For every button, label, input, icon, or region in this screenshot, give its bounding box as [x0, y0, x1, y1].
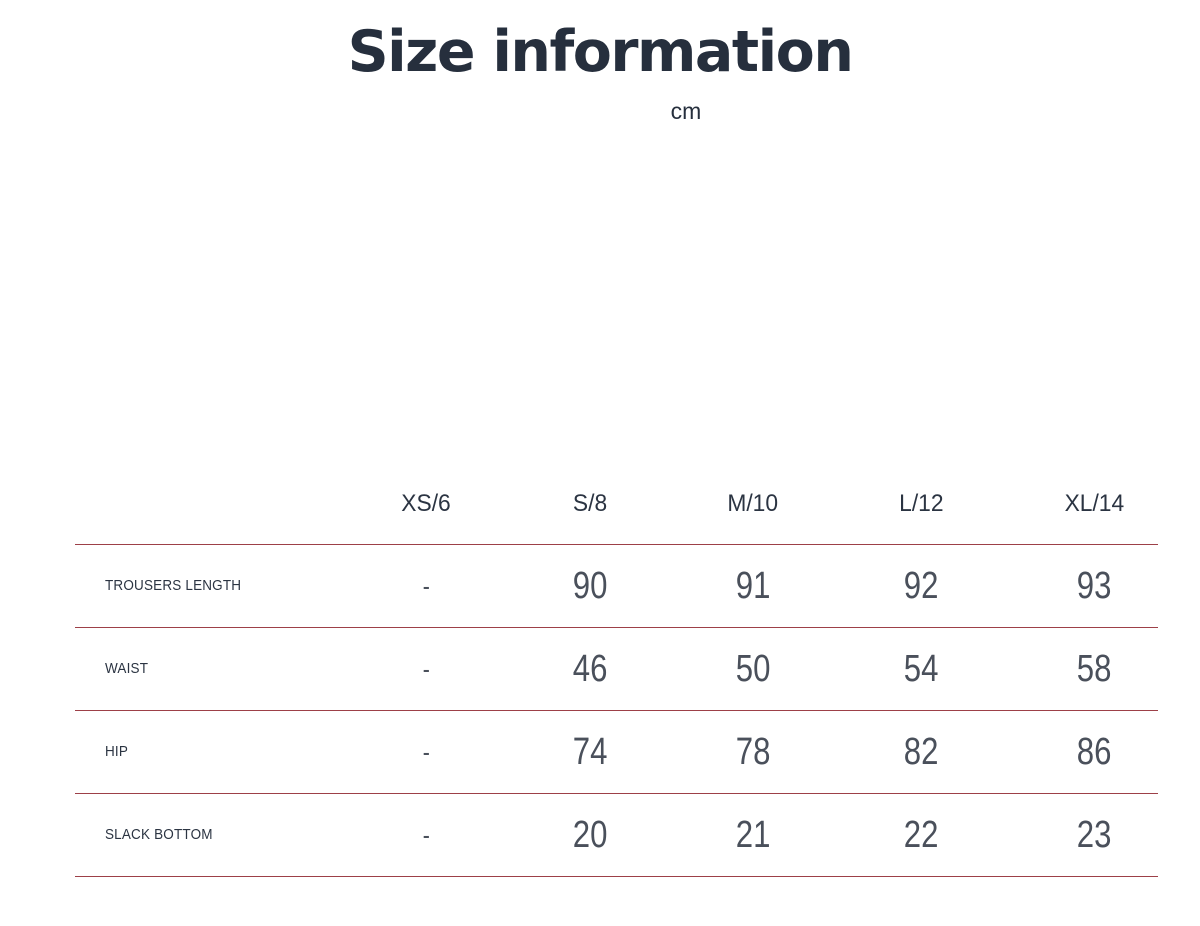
header-size-l: L/12: [835, 405, 1007, 545]
size-cell: -: [343, 627, 509, 711]
size-value: -: [422, 820, 430, 850]
column-label: L/12: [898, 490, 944, 517]
size-cell: -: [343, 544, 509, 628]
header-size-s: S/8: [509, 405, 671, 545]
size-cell: 23: [1007, 793, 1158, 877]
table-row-trousers-length: TROUSERS LENGTH - 90 91 92 93: [75, 544, 1158, 628]
page-title: Size information: [347, 19, 854, 85]
size-value: 82: [903, 731, 939, 773]
header-empty-cell: [75, 405, 343, 545]
size-cell: 21: [671, 793, 835, 877]
row-label-cell: WAIST: [75, 627, 343, 711]
size-cell: 54: [835, 627, 1007, 711]
header-size-xl: XL/14: [1007, 405, 1158, 545]
row-label: TROUSERS LENGTH: [105, 577, 242, 594]
header-size-xs: XS/6: [343, 405, 509, 545]
size-cell: 78: [671, 710, 835, 794]
size-value: 58: [1076, 648, 1112, 690]
table-row-waist: WAIST - 46 50 54 58: [75, 627, 1158, 711]
size-value: 20: [572, 814, 608, 856]
size-cell: 20: [509, 793, 671, 877]
size-cell: 93: [1007, 544, 1158, 628]
size-value: 86: [1076, 731, 1112, 773]
size-value: -: [422, 737, 430, 767]
size-cell: 90: [509, 544, 671, 628]
size-table-header-row: XS/6 S/8 M/10 L/12 XL/14: [75, 405, 1158, 545]
size-value: 90: [572, 565, 608, 607]
size-value: 21: [735, 814, 771, 856]
size-value: 78: [735, 731, 771, 773]
table-row-slack-bottom: SLACK BOTTOM - 20 21 22 23: [75, 793, 1158, 877]
size-table: XS/6 S/8 M/10 L/12 XL/14 TROUSERS LENGTH…: [75, 405, 1158, 877]
column-label: M/10: [727, 490, 779, 517]
row-label: WAIST: [105, 660, 149, 677]
size-cell: 74: [509, 710, 671, 794]
size-cell: 92: [835, 544, 1007, 628]
column-label: S/8: [572, 490, 608, 517]
size-value: 50: [735, 648, 771, 690]
size-value: 74: [572, 731, 608, 773]
column-label: XL/14: [1064, 490, 1124, 517]
size-value: 54: [903, 648, 939, 690]
size-cell: 46: [509, 627, 671, 711]
row-label-cell: TROUSERS LENGTH: [75, 544, 343, 628]
size-value: 46: [572, 648, 608, 690]
size-value: 91: [735, 565, 771, 607]
row-label: HIP: [105, 743, 129, 760]
row-label: SLACK BOTTOM: [105, 826, 213, 843]
size-cell: -: [343, 710, 509, 794]
size-value: 22: [903, 814, 939, 856]
size-value: 93: [1076, 565, 1112, 607]
size-cell: 58: [1007, 627, 1158, 711]
table-row-hip: HIP - 74 78 82 86: [75, 710, 1158, 794]
header-size-m: M/10: [671, 405, 835, 545]
size-cell: 86: [1007, 710, 1158, 794]
size-value: 92: [903, 565, 939, 607]
size-cell: 82: [835, 710, 1007, 794]
size-cell: -: [343, 793, 509, 877]
size-cell: 50: [671, 627, 835, 711]
size-value: 23: [1076, 814, 1112, 856]
size-value: -: [422, 571, 430, 601]
size-cell: 91: [671, 544, 835, 628]
size-cell: 22: [835, 793, 1007, 877]
unit-label: cm: [670, 98, 702, 124]
row-label-cell: HIP: [75, 710, 343, 794]
row-label-cell: SLACK BOTTOM: [75, 793, 343, 877]
size-value: -: [422, 654, 430, 684]
column-label: XS/6: [401, 490, 451, 517]
